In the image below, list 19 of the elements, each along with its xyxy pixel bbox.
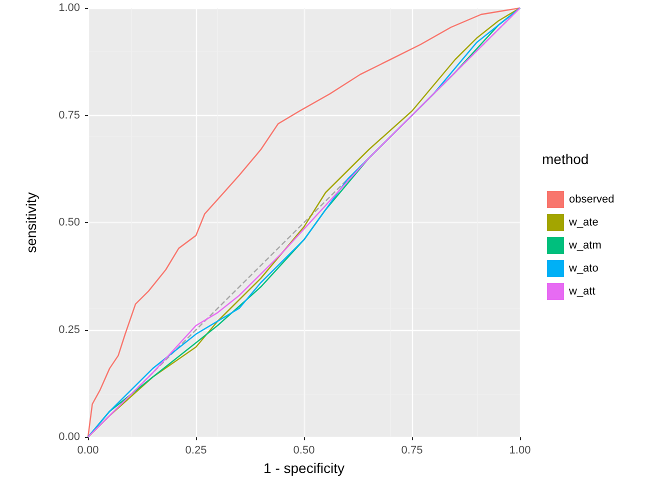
legend-label: w_ato <box>568 262 598 274</box>
legend-label: observed <box>569 194 614 206</box>
x-tick-label: 1.00 <box>509 444 531 457</box>
legend-title: method <box>542 151 589 167</box>
y-tick-label: 0.50 <box>58 216 80 229</box>
legend-label: w_ate <box>568 216 598 228</box>
legend-label: w_atm <box>568 240 602 252</box>
x-tick-label: 0.25 <box>185 444 207 457</box>
y-axis-title: sensitivity <box>23 192 39 253</box>
y-tick-label: 1.00 <box>58 2 80 14</box>
y-tick-label: 0.25 <box>58 324 80 336</box>
y-tick-label: 0.00 <box>58 431 80 444</box>
x-tick-label: 0.50 <box>293 444 315 457</box>
x-axis-title: 1 - specificity <box>264 460 344 476</box>
line-series <box>87 7 521 438</box>
y-tick-label: 0.75 <box>58 109 80 122</box>
legend-label: w_att <box>568 286 596 298</box>
x-tick-label: 0.00 <box>77 444 99 457</box>
x-tick-label: 0.75 <box>401 444 423 457</box>
